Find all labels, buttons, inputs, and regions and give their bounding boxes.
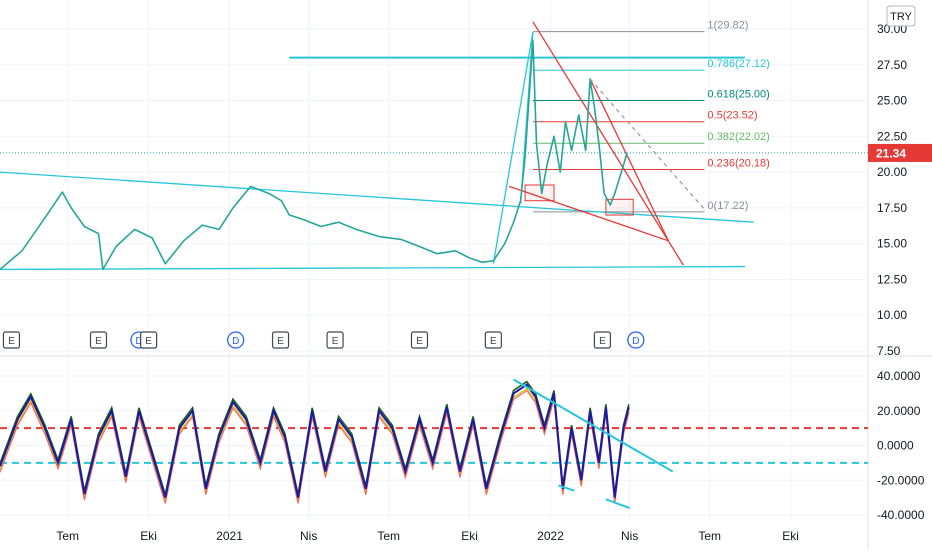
earnings-marker-label: E [490,336,497,347]
earnings-marker-label: E [332,336,339,347]
osc-trendline-1 [558,484,575,492]
osc-trendline-2 [605,498,631,509]
currency-badge [886,5,916,27]
dividend-marker-label: D [632,336,639,347]
axes: 21.3430.0027.5025.0022.5020.0017.5015.00… [56,5,932,543]
x-tick-label: Tem [377,529,400,543]
earnings-marker [271,331,290,349]
trendline-5 [532,21,684,266]
last-price-label: 21.34 [876,146,906,160]
osc-tick-label: -20.0000 [877,473,925,487]
earnings-marker [484,331,502,349]
earnings-marker-label: E [8,336,15,347]
price-tick-label: 20.00 [877,165,907,179]
fibonacci-retracement: 1(29.82) 0.786(27.12) 0.618(25.00) 0.5(23.5… [532,20,770,213]
x-tick-label: Nis [300,529,317,543]
osc-tick-label: -40.0000 [877,508,925,522]
trendline-6 [589,78,669,242]
oscillator-series [0,378,674,509]
earnings-marker-label: E [95,336,102,347]
earnings-marker-label: E [416,336,423,347]
earnings-marker-label: E [145,336,152,347]
dividend-marker-label: D [135,336,142,347]
x-tick-label: 2021 [216,529,243,543]
earnings-marker [2,331,21,349]
price-series [0,39,868,271]
x-tick-label: Tem [56,529,79,543]
earnings-marker [410,331,429,349]
osc-tick-label: 40.0000 [877,369,921,383]
earnings-marker-label: E [599,336,606,347]
osc-tick-label: 0.0000 [877,439,914,453]
earnings-marker [593,331,612,349]
highlight-box-1 [605,198,634,216]
fib-label-0.618: 0.618(25.00) [707,89,769,101]
fib-label-0.5: 0.5(23.52) [707,110,757,122]
dividend-marker [227,331,245,349]
osc-lower-line [0,389,630,504]
dividend-marker [627,331,645,349]
highlight-boxes [524,184,634,216]
price-tick-label: 15.00 [877,237,907,251]
x-tick-label: Eki [782,529,799,543]
trendline-8 [589,78,705,210]
price-line [0,39,628,271]
trendline-3 [492,31,534,264]
fib-label-0.236: 0.236(20.18) [707,158,769,170]
x-tick-label: Eki [140,529,157,543]
trendline-1 [0,265,745,271]
trendline-0 [0,171,754,223]
currency-label: TRY [890,11,912,23]
fib-label-0: 0(17.22) [707,200,748,212]
price-tick-label: 25.00 [877,94,907,108]
x-tick-label: Tem [698,529,721,543]
trendlines [0,21,754,271]
highlight-box-0 [524,184,555,202]
fib-label-0.786: 0.786(27.12) [707,58,769,70]
trendline-7 [508,185,669,242]
fib-label-1: 1(29.82) [707,20,748,32]
price-tick-label: 22.50 [877,129,907,143]
earnings-marker-label: E [277,336,284,347]
earnings-marker [140,331,158,349]
earnings-marker [326,331,344,349]
earnings-marker [89,331,108,349]
osc-trendline-0 [513,378,674,473]
osc-tick-label: 20.0000 [877,404,921,418]
dividend-marker-label: D [232,336,239,347]
osc-main-line [0,383,630,498]
x-tick-label: Nis [621,529,638,543]
fib-label-0.382: 0.382(22.02) [707,131,769,143]
price-tick-label: 10.00 [877,308,907,322]
x-tick-label: 2022 [537,529,564,543]
price-tick-label: 12.50 [877,272,907,286]
price-tick-label: 17.50 [877,201,907,215]
last-price-badge [868,143,932,162]
price-tick-label: 7.50 [877,344,901,358]
x-tick-label: Eki [461,529,478,543]
price-tick-label: 27.50 [877,58,907,72]
